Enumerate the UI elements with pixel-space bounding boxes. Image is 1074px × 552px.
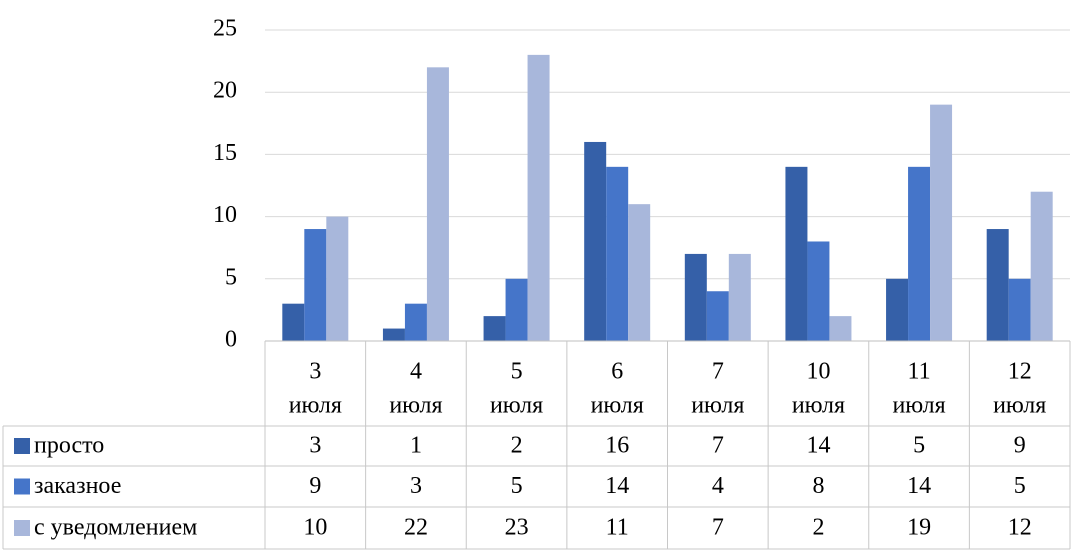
series-name: с уведомлением bbox=[34, 515, 197, 541]
data-table-cell: 22 bbox=[404, 515, 428, 541]
data-table-cell: 1 bbox=[410, 433, 422, 459]
data-table-cell: 10 bbox=[303, 515, 327, 541]
category-label: июля bbox=[289, 393, 342, 419]
legend-key-с-уведомлением bbox=[14, 520, 30, 536]
data-table-cell: 4 bbox=[712, 473, 724, 499]
data-table-cell: 5 bbox=[1014, 473, 1026, 499]
bar-заказное-7 bbox=[1008, 278, 1031, 341]
bar-заказное-4 bbox=[706, 291, 729, 341]
legend-key-просто bbox=[14, 438, 30, 454]
y-tick-label: 15 bbox=[213, 140, 237, 166]
bar-заказное-6 bbox=[908, 166, 931, 341]
data-table-cell: 11 bbox=[606, 515, 629, 541]
series-name: просто bbox=[34, 433, 104, 459]
bar-заказное-2 bbox=[505, 278, 528, 341]
category-label: июля bbox=[591, 393, 644, 419]
category-label: 12 bbox=[1008, 359, 1032, 385]
bar-просто-0 bbox=[282, 303, 305, 341]
bar-просто-3 bbox=[584, 141, 607, 341]
data-table-cell: 5 bbox=[913, 433, 925, 459]
data-table-cell: 16 bbox=[605, 433, 629, 459]
category-label: 4 bbox=[410, 359, 422, 385]
category-label: июля bbox=[490, 393, 543, 419]
category-label: 3 bbox=[309, 359, 321, 385]
legend-key-заказное bbox=[14, 478, 30, 495]
bar-с-уведомлением-5 bbox=[829, 316, 852, 341]
data-table-cell: 14 bbox=[605, 473, 629, 499]
bar-просто-7 bbox=[986, 229, 1009, 341]
bar-с-уведомлением-1 bbox=[426, 67, 449, 341]
data-table-cell: 5 bbox=[511, 473, 523, 499]
data-table-cell: 14 bbox=[907, 473, 931, 499]
y-tick-label: 0 bbox=[225, 327, 237, 353]
data-table-cell: 9 bbox=[1014, 433, 1026, 459]
category-label: июля bbox=[993, 393, 1046, 419]
y-tick-label: 5 bbox=[225, 264, 237, 290]
bar-просто-4 bbox=[684, 253, 707, 341]
series-name: заказное bbox=[34, 473, 121, 499]
data-table-cell: 3 bbox=[309, 433, 321, 459]
category-label: 7 bbox=[712, 359, 724, 385]
data-table-cell: 19 bbox=[907, 515, 931, 541]
category-label: 6 bbox=[611, 359, 623, 385]
y-tick-label: 10 bbox=[213, 202, 237, 228]
category-label: июля bbox=[892, 393, 945, 419]
y-tick-label: 25 bbox=[213, 16, 237, 42]
data-table-cell: 23 bbox=[505, 515, 529, 541]
bar-заказное-1 bbox=[404, 303, 427, 341]
data-table-cell: 2 bbox=[812, 515, 824, 541]
bar-с-уведомлением-3 bbox=[628, 204, 651, 341]
category-label: 5 bbox=[511, 359, 523, 385]
data-table-cell: 14 bbox=[806, 433, 830, 459]
bar-просто-5 bbox=[785, 166, 808, 341]
data-table-cell: 3 bbox=[410, 473, 422, 499]
bar-заказное-0 bbox=[304, 229, 327, 341]
category-label: 11 bbox=[908, 359, 931, 385]
data-table-cell: 2 bbox=[511, 433, 523, 459]
bar-просто-2 bbox=[483, 316, 506, 341]
bar-просто-1 bbox=[382, 328, 405, 341]
data-table-cell: 8 bbox=[812, 473, 824, 499]
bar-просто-6 bbox=[886, 278, 909, 341]
bar-с-уведомлением-7 bbox=[1030, 191, 1053, 341]
bar-с-уведомлением-0 bbox=[326, 216, 349, 341]
category-label: июля bbox=[792, 393, 845, 419]
y-tick-label: 20 bbox=[213, 78, 237, 104]
category-label: 10 bbox=[806, 359, 830, 385]
bar-с-уведомлением-4 bbox=[728, 253, 751, 341]
bar-заказное-3 bbox=[606, 166, 629, 341]
data-table-cell: 7 bbox=[712, 515, 724, 541]
data-table-cell: 7 bbox=[712, 433, 724, 459]
bar-заказное-5 bbox=[807, 241, 830, 341]
category-label: июля bbox=[389, 393, 442, 419]
bar-с-уведомлением-6 bbox=[930, 104, 953, 341]
category-label: июля bbox=[691, 393, 744, 419]
data-table-cell: 9 bbox=[309, 473, 321, 499]
data-table-cell: 12 bbox=[1008, 515, 1032, 541]
bar-с-уведомлением-2 bbox=[527, 54, 550, 341]
